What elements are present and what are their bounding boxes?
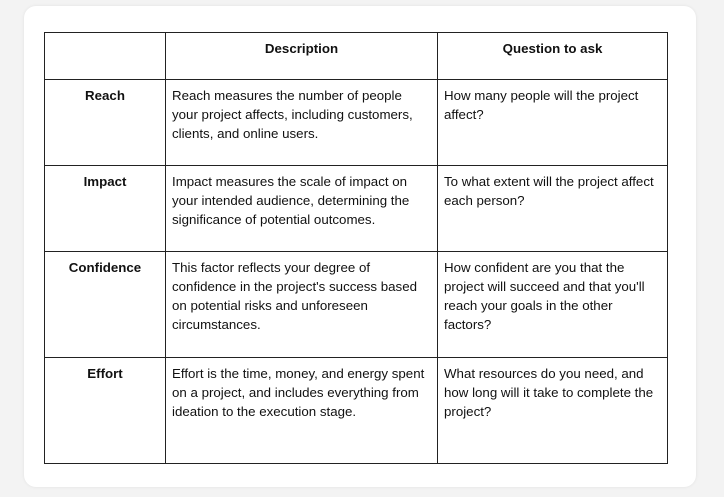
row-label: Impact — [44, 165, 166, 252]
row-question: How many people will the project affect? — [437, 79, 668, 166]
row-question: How confident are you that the project w… — [437, 251, 668, 358]
header-description: Description — [165, 32, 438, 80]
header-row: Description Question to ask — [44, 32, 668, 80]
table-row: Impact Impact measures the scale of impa… — [44, 165, 668, 252]
header-question: Question to ask — [437, 32, 668, 80]
header-empty — [44, 32, 166, 80]
row-description: Impact measures the scale of impact on y… — [165, 165, 438, 252]
row-description: This factor reflects your degree of conf… — [165, 251, 438, 358]
row-question: What resources do you need, and how long… — [437, 357, 668, 464]
row-label: Reach — [44, 79, 166, 166]
table-row: Reach Reach measures the number of peopl… — [44, 79, 668, 166]
rice-table: Description Question to ask Reach Reach … — [44, 32, 668, 464]
row-description: Reach measures the number of people your… — [165, 79, 438, 166]
row-label: Confidence — [44, 251, 166, 358]
row-question: To what extent will the project affect e… — [437, 165, 668, 252]
table-row: Effort Effort is the time, money, and en… — [44, 357, 668, 464]
row-label: Effort — [44, 357, 166, 464]
row-description: Effort is the time, money, and energy sp… — [165, 357, 438, 464]
table-row: Confidence This factor reflects your deg… — [44, 251, 668, 358]
card: Description Question to ask Reach Reach … — [24, 6, 696, 487]
